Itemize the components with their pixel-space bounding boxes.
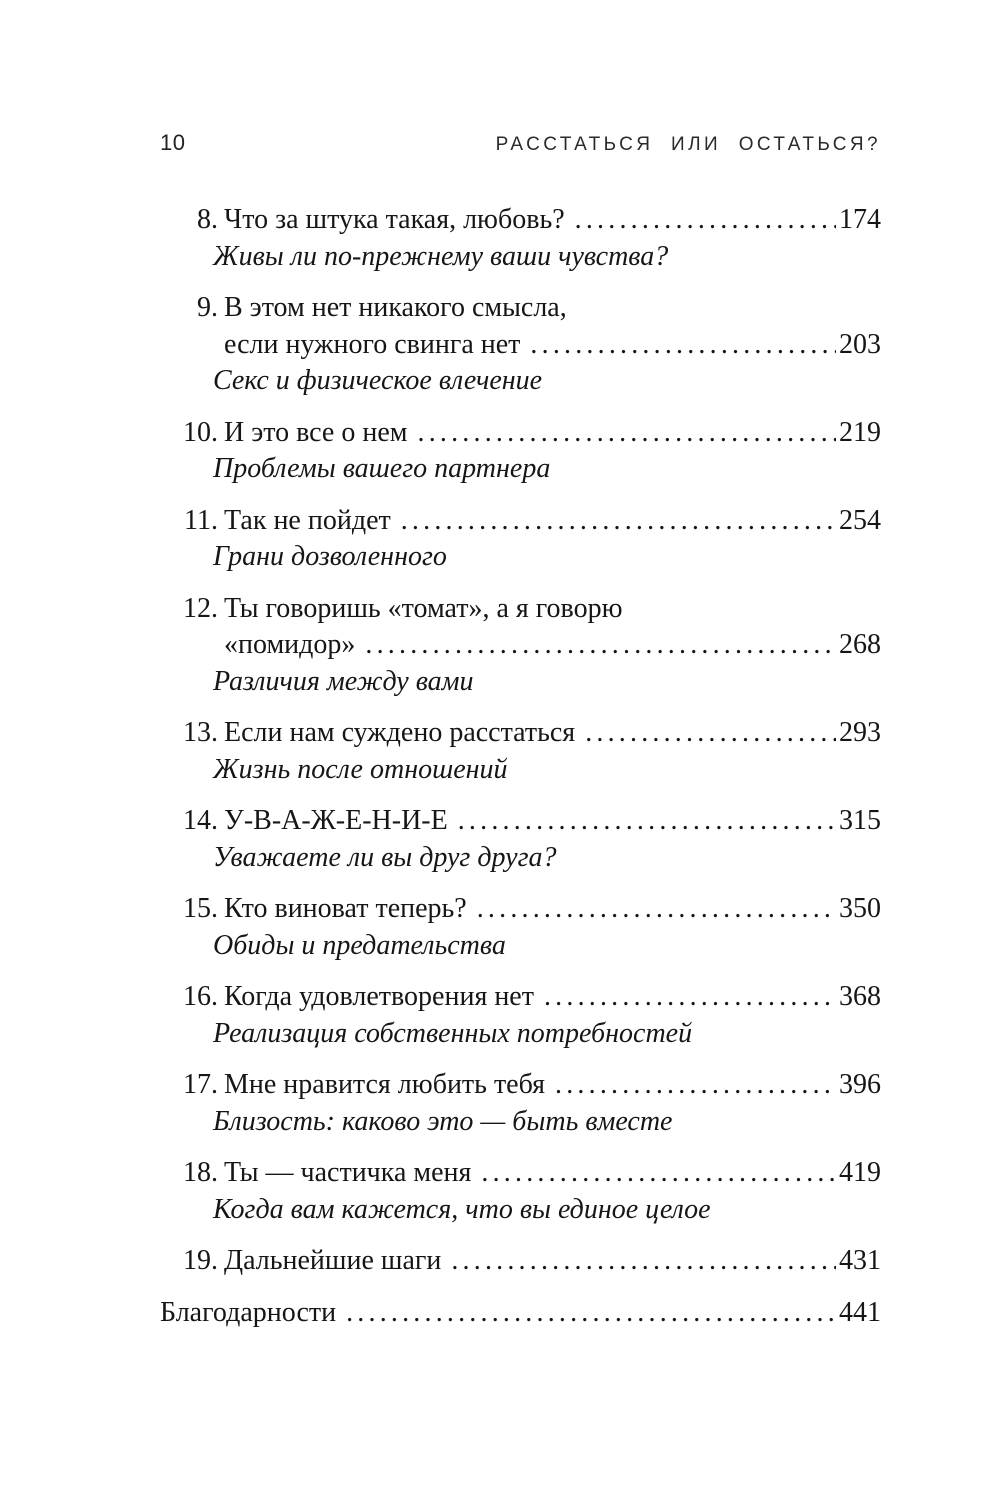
entry-title: если нужного свинга нет	[224, 328, 521, 360]
toc-entry: 15.Кто виноват теперь? 350 Обиды и предате…	[160, 891, 881, 964]
entry-subtitle: Обиды и предательства	[213, 929, 506, 961]
toc-entry-line: 16.Когда удовлетворения нет 368	[160, 979, 881, 1016]
entry-number: 10.	[183, 416, 218, 448]
entry-title: И это все о нем	[224, 416, 408, 448]
entry-number: 14.	[183, 805, 218, 836]
toc-entry: 12. Ты говоришь «томат», а я говорю «помид…	[160, 591, 881, 701]
entry-title: Мне нравится любить тебя	[224, 1069, 546, 1100]
toc-entry: 14.У-В-А-Ж-Е-Н-И-Е 315 Уважаете ли вы друг…	[160, 803, 881, 876]
acknowledgments-entry: Благодарности 441	[160, 1295, 881, 1332]
entry-title: Что за штука такая, любовь?	[224, 204, 565, 235]
toc-entry: 10.И это все о нем 219 Проблемы вашего пар…	[160, 415, 881, 488]
entry-number: 15.	[183, 893, 218, 924]
entry-subtitle: Уважаете ли вы друг друга?	[213, 841, 557, 873]
entry-subtitle: Грани дозволенного	[213, 541, 447, 572]
dot-leader	[346, 1295, 836, 1332]
entry-page-number: 174	[839, 204, 881, 235]
entry-page-number: 350	[839, 893, 881, 924]
toc-entry-line: 14.У-В-А-Ж-Е-Н-И-Е 315	[160, 803, 881, 840]
toc-entry-line: 9. В этом нет никакого смысла,	[160, 290, 881, 327]
entry-number: 12.	[183, 592, 218, 624]
dot-leader	[555, 1067, 836, 1104]
entry-number: 17.	[183, 1069, 218, 1100]
entry-title: У-В-А-Ж-Е-Н-И-Е	[224, 805, 448, 836]
toc-entry-line: 15.Кто виноват теперь? 350	[160, 891, 881, 928]
entry-number: 19.	[183, 1245, 218, 1276]
dot-leader	[575, 202, 836, 239]
toc-entry: 11.Так не пойдет 254 Грани дозволенного	[160, 503, 881, 576]
entry-number: 11.	[184, 504, 218, 536]
dot-leader	[401, 503, 836, 540]
toc-entry: 13.Если нам суждено расстаться 293 Жизнь п…	[160, 715, 881, 788]
entry-number: 18.	[183, 1157, 218, 1188]
entry-subtitle: Когда вам кажется, что вы единое целое	[213, 1193, 711, 1225]
entry-title: Так не пойдет	[224, 504, 391, 536]
toc-entry-line: «помидор» 268	[160, 627, 881, 664]
entry-page-number: 268	[839, 629, 881, 660]
entry-page-number: 254	[839, 504, 881, 536]
toc-entry-line: 11.Так не пойдет 254	[160, 503, 881, 540]
toc-entry-line: 17.Мне нравится любить тебя 396	[160, 1067, 881, 1104]
toc-entry-line: 10.И это все о нем 219	[160, 415, 881, 452]
dot-leader	[530, 327, 836, 364]
dot-leader	[418, 415, 837, 452]
dot-leader	[458, 803, 836, 840]
entry-title: «помидор»	[224, 629, 356, 660]
entry-page-number: 419	[839, 1157, 881, 1188]
entry-subtitle: Живы ли по-прежнему ваши чувства?	[213, 240, 669, 272]
toc-entry-line: если нужного свинга нет 203	[160, 327, 881, 364]
entry-page-number: 315	[839, 805, 881, 836]
entry-subtitle: Реализация собственных потребностей	[213, 1017, 693, 1049]
entry-title: Если нам суждено расстаться	[224, 717, 576, 748]
page-number-folio: 10	[160, 130, 186, 155]
toc-entry: 9. В этом нет никакого смысла, если нужног…	[160, 290, 881, 400]
dot-leader	[477, 891, 836, 928]
toc-entry: 8.Что за штука такая, любовь? 174 Живы ли …	[160, 202, 881, 275]
entry-title: Ты говоришь «томат», а я говорю	[224, 592, 623, 624]
entry-subtitle: Близость: каково это — быть вместе	[213, 1105, 673, 1137]
entry-subtitle: Жизнь после отношений	[213, 753, 508, 785]
dot-leader	[585, 715, 836, 752]
entry-title: Кто виноват теперь?	[224, 893, 467, 924]
toc-entry-line: 8.Что за штука такая, любовь? 174	[160, 202, 881, 239]
entry-number: 13.	[183, 717, 218, 748]
entry-title: Когда удовлетворения нет	[224, 981, 534, 1012]
toc-entry: 19.Дальнейшие шаги 431	[160, 1243, 881, 1280]
entry-subtitle: Секс и физическое влечение	[213, 365, 543, 396]
entry-subtitle: Проблемы вашего партнера	[213, 453, 551, 484]
entry-page-number: 368	[839, 981, 881, 1012]
entry-page-number: 219	[839, 416, 881, 448]
entry-number: 9.	[197, 292, 218, 323]
toc-entry-line: 19.Дальнейшие шаги 431	[160, 1243, 881, 1280]
running-head: 10 РАССТАТЬСЯ ИЛИ ОСТАТЬСЯ?	[160, 130, 881, 156]
toc: 8.Что за штука такая, любовь? 174 Живы ли …	[160, 202, 881, 1331]
entry-title: Благодарности	[160, 1296, 337, 1328]
entry-title: Дальнейшие шаги	[224, 1245, 442, 1276]
toc-entry: 17.Мне нравится любить тебя 396 Близость: …	[160, 1067, 881, 1140]
entry-number: 16.	[183, 981, 218, 1012]
entry-number: 8.	[197, 204, 218, 235]
entry-subtitle: Различия между вами	[213, 665, 474, 697]
entry-page-number: 396	[839, 1069, 881, 1100]
toc-entry-line: 13.Если нам суждено расстаться 293	[160, 715, 881, 752]
running-title: РАССТАТЬСЯ ИЛИ ОСТАТЬСЯ?	[495, 134, 881, 155]
dot-leader	[451, 1243, 836, 1280]
dot-leader	[481, 1155, 836, 1192]
dot-leader	[544, 979, 836, 1016]
entry-page-number: 293	[839, 717, 881, 748]
entry-page-number: 441	[839, 1296, 881, 1328]
entry-page-number: 431	[839, 1245, 881, 1276]
toc-entry: 18.Ты — частичка меня 419 Когда вам кажетс…	[160, 1155, 881, 1228]
entry-title: Ты — частичка меня	[224, 1157, 472, 1188]
dot-leader	[365, 627, 836, 664]
toc-entry-line: 12. Ты говоришь «томат», а я говорю	[160, 591, 881, 628]
entry-title: В этом нет никакого смысла,	[224, 292, 567, 323]
toc-entry: 16.Когда удовлетворения нет 368 Реализация…	[160, 979, 881, 1052]
toc-entry-line: 18.Ты — частичка меня 419	[160, 1155, 881, 1192]
entry-page-number: 203	[839, 328, 881, 360]
